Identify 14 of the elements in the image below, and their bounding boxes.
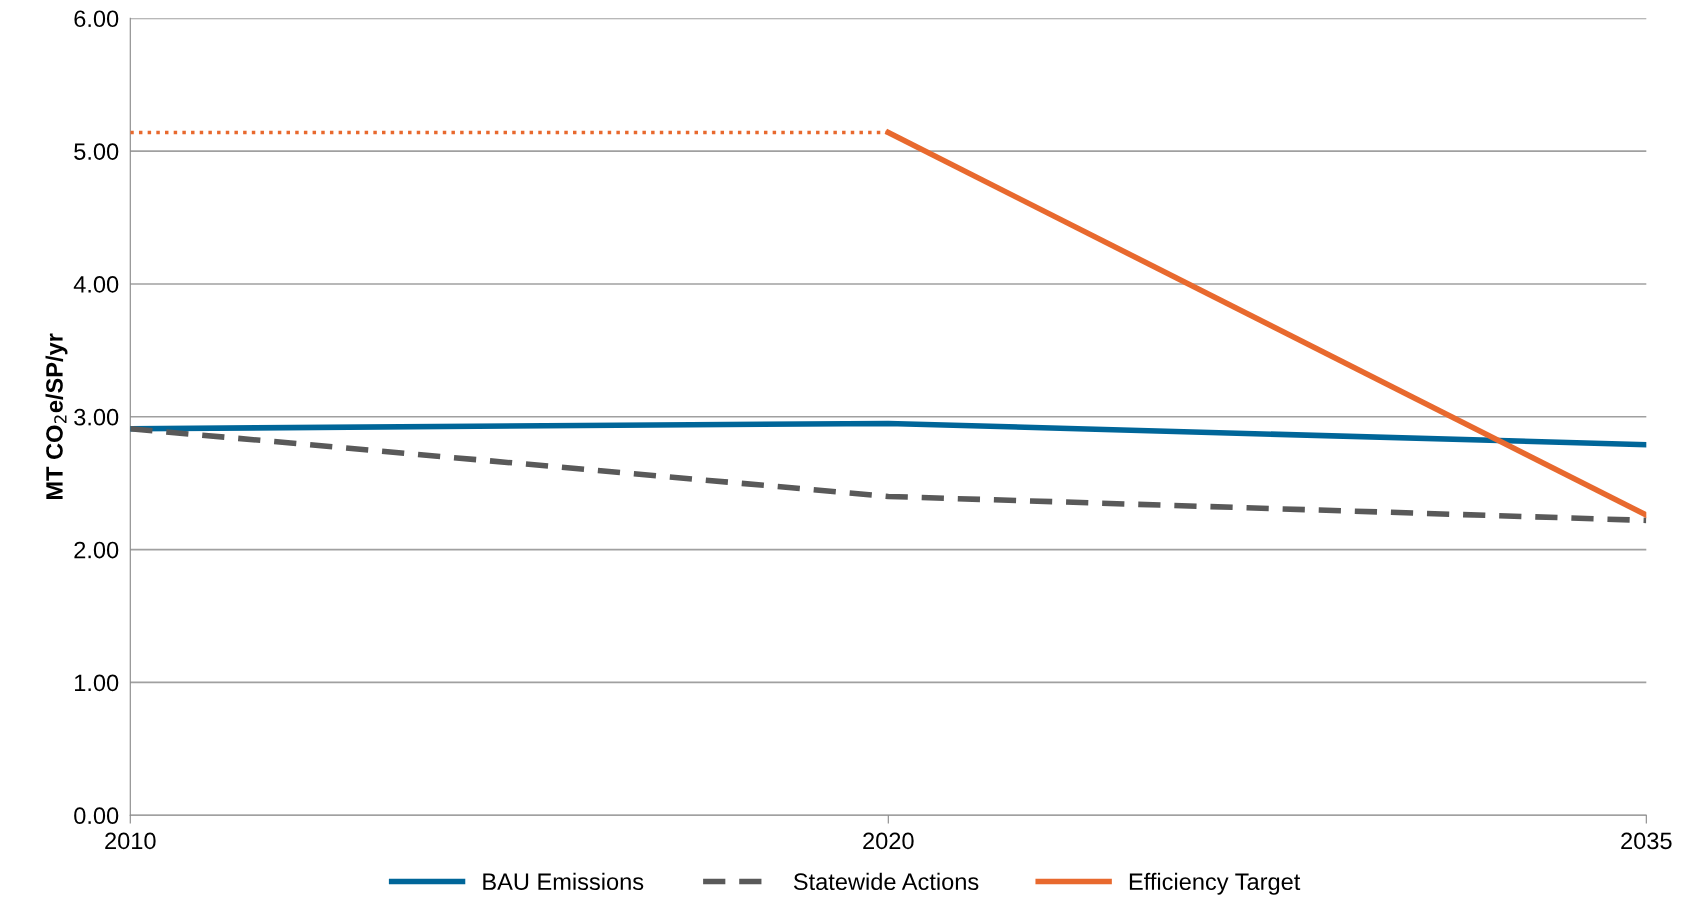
x-tick-label: 2035 bbox=[1621, 832, 1672, 850]
y-axis-title: MT CO$_{2}$e/SP/yr bbox=[45, 333, 68, 500]
y-tick-label: 1.00 bbox=[75, 674, 119, 692]
y-tick-label: 0.00 bbox=[74, 807, 119, 825]
y-tick-label: 5.00 bbox=[74, 143, 119, 160]
y-tick-label: 6.00 bbox=[74, 10, 119, 28]
y-tick-label: 4.00 bbox=[73, 276, 119, 293]
y-tick-label: 2.00 bbox=[74, 541, 119, 559]
legend-label: Efficiency Target bbox=[1129, 872, 1301, 895]
x-tick-label: 2010 bbox=[105, 832, 156, 850]
y-tick-label: 3.00 bbox=[74, 408, 119, 426]
x-tick-label: 2020 bbox=[863, 832, 914, 850]
legend-label: BAU Emissions bbox=[483, 872, 644, 891]
legend-label: Statewide Actions bbox=[793, 872, 979, 891]
